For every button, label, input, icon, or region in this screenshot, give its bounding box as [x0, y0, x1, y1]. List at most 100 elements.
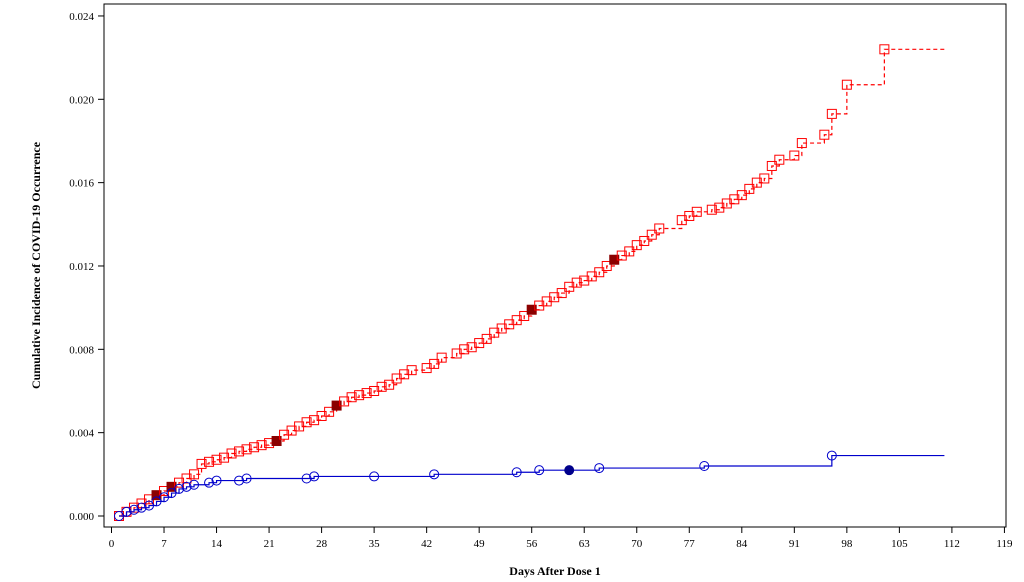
x-tick-label: 21	[264, 538, 275, 550]
event-marker-square	[594, 267, 605, 278]
event-marker-square	[601, 260, 612, 271]
x-tick-label: 35	[369, 538, 381, 550]
event-marker-square	[211, 454, 222, 465]
event-marker-square	[691, 206, 702, 217]
event-marker-square	[796, 138, 807, 149]
event-marker-square	[736, 190, 747, 201]
event-marker-circle	[181, 481, 192, 492]
event-marker-square	[204, 456, 215, 467]
event-marker-circle	[241, 473, 252, 484]
event-marker-circle	[594, 463, 605, 474]
event-marker-square	[744, 183, 755, 194]
y-tick-label: 0.004	[69, 428, 94, 440]
x-tick-label: 98	[841, 538, 853, 550]
event-marker-square	[654, 223, 665, 234]
event-marker-square	[639, 235, 650, 246]
event-marker-square	[189, 469, 200, 480]
event-marker-circle	[121, 506, 132, 517]
y-tick-label: 0.000	[69, 511, 94, 523]
y-axis-title: Cumulative Incidence of COVID-19 Occurre…	[29, 141, 43, 389]
censored-marker-circle	[564, 465, 575, 476]
series-step-line	[119, 454, 945, 517]
x-axis: 0 7 14 21 28 35 42 49 56 63 70 77 84 91 98 105 112 119	[109, 527, 1013, 550]
series-layer	[114, 44, 945, 521]
event-marker-circle	[826, 450, 837, 461]
event-marker-square	[196, 458, 207, 469]
event-marker-square	[826, 108, 837, 119]
event-marker-circle	[204, 477, 215, 488]
event-marker-square	[226, 448, 237, 459]
event-marker-square	[459, 344, 470, 355]
y-tick-label: 0.020	[69, 94, 94, 106]
event-marker-circle	[189, 479, 200, 490]
event-marker-square	[384, 379, 395, 390]
x-tick-label: 119	[996, 538, 1013, 550]
event-marker-circle	[166, 488, 177, 499]
event-marker-square	[879, 44, 890, 55]
event-marker-square	[774, 154, 785, 165]
event-marker-circle	[151, 496, 162, 507]
event-marker-square	[346, 392, 357, 403]
event-marker-circle	[136, 502, 147, 513]
plot-frame	[103, 3, 1007, 528]
event-marker-square	[481, 333, 492, 344]
event-marker-circle	[129, 504, 140, 515]
event-marker-circle	[211, 475, 222, 486]
x-tick-label: 49	[474, 538, 486, 550]
event-marker-circle	[309, 471, 320, 482]
event-marker-square	[819, 129, 830, 140]
event-marker-square	[256, 440, 267, 451]
event-marker-square	[766, 160, 777, 171]
x-tick-label: 84	[736, 538, 748, 550]
x-axis-title: Days After Dose 1	[509, 564, 600, 578]
event-marker-square	[376, 381, 387, 392]
event-marker-square	[324, 406, 335, 417]
event-marker-square	[759, 173, 770, 184]
event-marker-circle	[699, 460, 710, 471]
event-marker-square	[519, 310, 530, 321]
series-red	[114, 44, 945, 521]
x-tick-label: 56	[526, 538, 538, 550]
event-marker-square	[429, 358, 440, 369]
event-marker-square	[249, 442, 260, 453]
x-tick-label: 14	[211, 538, 223, 550]
y-tick-label: 0.016	[69, 178, 94, 190]
event-marker-circle	[534, 465, 545, 476]
x-tick-label: 63	[579, 538, 591, 550]
event-marker-circle	[369, 471, 380, 482]
event-marker-square	[354, 390, 365, 401]
event-marker-square	[301, 417, 312, 428]
event-marker-square	[361, 388, 372, 399]
x-tick-label: 0	[109, 538, 115, 550]
event-marker-circle	[429, 469, 440, 480]
censored-marker-square	[271, 435, 282, 446]
y-tick-label: 0.008	[69, 344, 94, 356]
x-tick-label: 7	[161, 538, 167, 550]
event-marker-circle	[114, 511, 125, 521]
event-marker-square	[406, 365, 417, 376]
x-tick-label: 70	[631, 538, 643, 550]
x-tick-label: 42	[421, 538, 432, 550]
event-marker-square	[436, 352, 447, 363]
y-tick-label: 0.024	[69, 11, 94, 23]
event-marker-square	[841, 79, 852, 90]
event-marker-square	[646, 229, 657, 240]
event-marker-circle	[234, 475, 245, 486]
x-tick-label: 28	[316, 538, 328, 550]
event-marker-square	[241, 444, 252, 455]
event-marker-circle	[301, 473, 312, 484]
event-marker-square	[706, 204, 717, 215]
event-marker-square	[624, 246, 635, 257]
x-tick-label: 112	[944, 538, 960, 550]
event-marker-square	[789, 150, 800, 161]
event-marker-square	[234, 446, 245, 457]
y-axis: 0.000 0.004 0.008 0.012 0.016 0.020 0.024	[69, 11, 104, 523]
x-tick-label: 105	[891, 538, 908, 550]
event-marker-circle	[174, 483, 185, 494]
event-marker-circle	[144, 500, 155, 511]
y-tick-label: 0.012	[69, 261, 94, 273]
event-marker-circle	[511, 467, 522, 478]
event-marker-circle	[159, 492, 170, 503]
x-tick-label: 77	[684, 538, 696, 550]
